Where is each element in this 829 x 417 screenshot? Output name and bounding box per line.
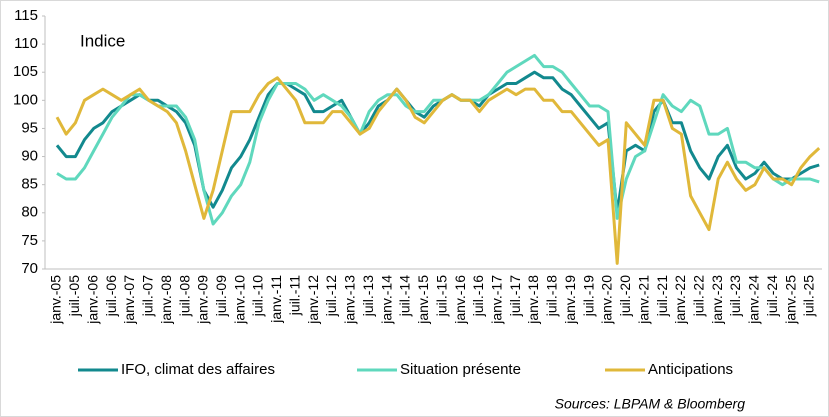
- x-tick-label: juil.-25: [801, 275, 817, 317]
- x-tick-label: juil.-22: [691, 275, 707, 317]
- x-tick-label: juil.-07: [140, 275, 156, 317]
- x-tick-label: juil.-17: [507, 275, 523, 317]
- x-tick-label: juil.-15: [433, 275, 449, 317]
- x-tick-label: janv.-08: [158, 275, 174, 325]
- x-tick-label: janv.-09: [195, 275, 211, 325]
- x-tick-label: janv.-22: [672, 275, 688, 325]
- source: Sources: LBPAM & Bloomberg: [555, 396, 746, 412]
- x-tick-label: janv.-13: [342, 275, 358, 325]
- x-tick-label: janv.-15: [415, 275, 431, 325]
- y-tick-label: 100: [13, 91, 38, 108]
- x-tick-label: juil.-19: [580, 275, 596, 317]
- x-tick-label: janv.-21: [635, 275, 651, 325]
- x-tick-label: janv.-05: [48, 275, 64, 325]
- x-tick-label: janv.-23: [709, 275, 725, 325]
- x-tick-label: janv.-20: [599, 275, 615, 325]
- x-tick-label: juil.-20: [617, 275, 633, 317]
- series-line: [55, 70, 820, 215]
- x-tick-label: janv.-10: [231, 275, 247, 325]
- x-tick-label: juil.-24: [764, 275, 780, 317]
- y-tick-label: 75: [21, 232, 38, 249]
- x-tick-label: juil.-21: [654, 275, 670, 317]
- x-tick-label: juil.-13: [360, 275, 376, 317]
- y-tick-label: 85: [21, 176, 38, 193]
- x-tick-label: janv.-17: [488, 275, 504, 325]
- x-tick-label: juil.-12: [323, 275, 339, 317]
- x-tick-label: janv.-11: [268, 275, 284, 324]
- annotation: Indice: [80, 31, 125, 50]
- y-tick-label: 105: [13, 63, 38, 80]
- y-tick-label: 115: [14, 7, 38, 24]
- x-tick-label: janv.-25: [782, 275, 798, 325]
- y-tick-label: 80: [21, 204, 38, 221]
- x-tick-label: janv.-24: [746, 275, 762, 325]
- y-tick-label: 70: [21, 260, 38, 277]
- x-tick-label: janv.-19: [562, 275, 578, 325]
- legend-label: Situation présente: [400, 361, 521, 378]
- x-tick-label: juil.-16: [470, 275, 486, 317]
- x-tick-label: juil.-14: [397, 275, 413, 317]
- x-tick-label: janv.-06: [84, 275, 100, 325]
- series-line: [56, 53, 820, 226]
- x-tick-label: janv.-14: [378, 275, 394, 325]
- x-tick-label: juil.-09: [213, 275, 229, 317]
- x-tick-label: juil.-10: [250, 275, 266, 317]
- x-tick-label: janv.-18: [525, 275, 541, 325]
- x-tick-label: juil.-08: [176, 275, 192, 317]
- legend-label: IFO, climat des affaires: [121, 361, 275, 378]
- x-tick-label: janv.-07: [121, 275, 137, 325]
- y-tick-label: 110: [14, 35, 38, 52]
- y-tick-label: 90: [21, 148, 38, 165]
- legend-label: Anticipations: [648, 361, 733, 378]
- x-tick-label: janv.-16: [452, 275, 468, 325]
- x-tick-label: juil.-06: [103, 275, 119, 317]
- series-line: [55, 76, 821, 265]
- x-tick-label: juil.-11: [286, 275, 302, 316]
- x-tick-label: juil.-05: [66, 275, 82, 317]
- x-tick-label: juil.-23: [727, 275, 743, 317]
- x-tick-label: juil.-18: [544, 275, 560, 317]
- x-tick-label: janv.-12: [305, 275, 321, 325]
- y-tick-label: 95: [21, 119, 38, 136]
